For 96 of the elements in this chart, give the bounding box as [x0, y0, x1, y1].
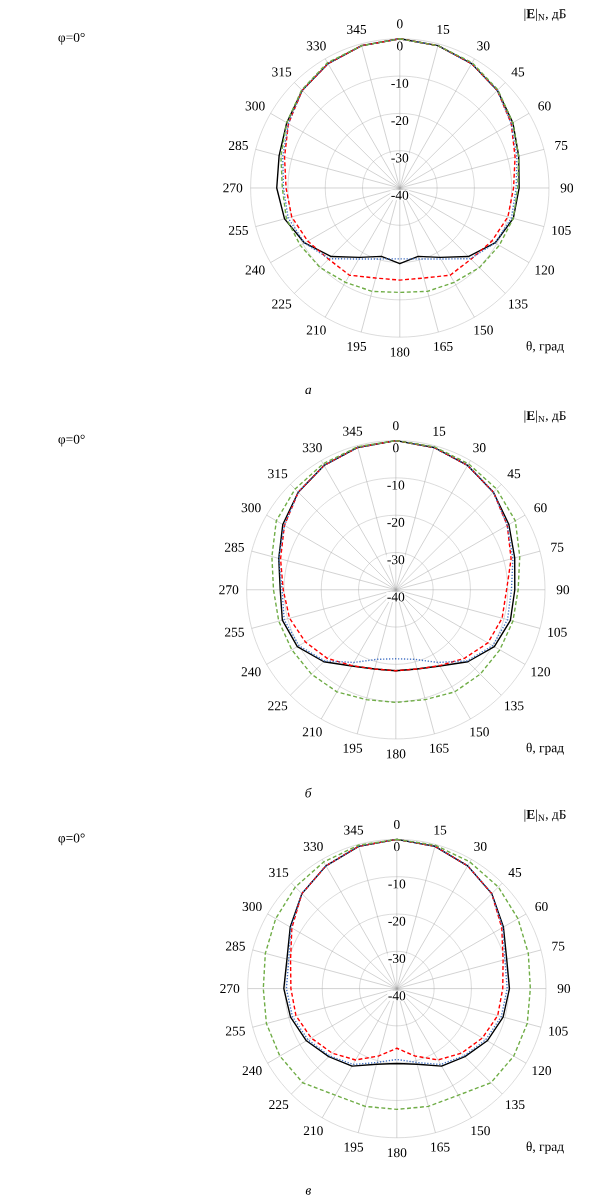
y-tick-label: -20: [388, 916, 406, 926]
spoke-label: 285: [225, 542, 245, 552]
text: φ=0°: [58, 833, 85, 846]
spoke-label: 195: [344, 1142, 364, 1152]
y-tick-label: 0: [393, 443, 399, 453]
y-tick-label: -40: [388, 991, 406, 1001]
spoke-label: 180: [387, 749, 406, 759]
spoke-label: 150: [471, 1126, 491, 1136]
y-tick-label: -40: [387, 592, 405, 602]
spoke-label: 330: [302, 443, 322, 453]
spoke-label: 195: [347, 341, 367, 351]
text: θ, град: [526, 340, 564, 354]
spoke-label: 180: [391, 347, 410, 357]
spoke-label: 210: [302, 727, 322, 737]
spoke-label: 45: [508, 868, 522, 878]
spoke-label: 165: [431, 1142, 450, 1152]
spoke-label: 240: [241, 667, 261, 677]
spoke-label: 105: [552, 225, 571, 235]
spoke-label: 255: [229, 225, 249, 235]
text: |E|$_{N}$, дБ: [524, 8, 566, 22]
text: в: [305, 1188, 312, 1195]
spoke-label: 315: [269, 868, 289, 878]
y-tick-label: 0: [394, 842, 400, 852]
spoke-label: 45: [507, 469, 521, 479]
spoke-label: 30: [473, 443, 486, 453]
spoke-label: 120: [532, 1066, 552, 1076]
spoke-label: 300: [245, 101, 265, 111]
spoke-label: 90: [560, 183, 574, 193]
spoke-label: 285: [226, 941, 246, 951]
spoke-label: 30: [474, 841, 487, 851]
spoke-label: 315: [268, 469, 288, 479]
y-tick-label: -20: [391, 116, 409, 126]
y-tick-label: -10: [388, 879, 406, 889]
spoke-label: 225: [268, 701, 288, 711]
spoke-label: 240: [245, 265, 265, 275]
spoke-label: 345: [343, 426, 363, 436]
spoke-label: 330: [306, 41, 326, 51]
spoke-label: 255: [225, 627, 245, 637]
spoke-label: 300: [241, 503, 261, 513]
spoke-label: 150: [470, 727, 490, 737]
spoke-label: 300: [242, 902, 262, 912]
spoke-label: 240: [242, 1066, 262, 1076]
spoke-label: 120: [535, 265, 555, 275]
text: φ=0°: [58, 32, 85, 45]
y-tick-label: -30: [391, 153, 409, 163]
spoke-label: 60: [534, 503, 547, 513]
spoke-label: 285: [229, 140, 249, 151]
spoke-label: 105: [548, 627, 567, 637]
spoke-label: 165: [430, 743, 449, 753]
spoke-label: 75: [551, 542, 564, 552]
text: а: [305, 387, 312, 395]
spoke-label: 120: [531, 667, 551, 677]
spoke-label: 345: [347, 24, 367, 34]
spoke-label: 15: [434, 825, 447, 835]
text: φ=0°: [58, 434, 85, 447]
text: θ, град: [526, 1141, 564, 1154]
spoke-label: 180: [388, 1148, 407, 1158]
spoke-label: 135: [506, 1100, 525, 1110]
spoke-label: 90: [557, 984, 571, 994]
text: |E|$_{N}$, дБ: [524, 410, 566, 423]
spoke-label: 15: [437, 24, 450, 34]
spoke-label: 75: [555, 141, 568, 150]
y-tick-label: -30: [387, 555, 405, 565]
spoke-label: 345: [344, 825, 364, 835]
spoke-label: 105: [549, 1026, 568, 1036]
spoke-label: 270: [220, 984, 240, 994]
spoke-label: 225: [272, 299, 292, 309]
spoke-label: 210: [306, 325, 326, 335]
y-tick-label: -10: [391, 78, 409, 88]
spoke-label: 270: [219, 585, 239, 595]
y-tick-label: -30: [388, 953, 406, 964]
spoke-label: 30: [477, 41, 490, 51]
spoke-label: 135: [509, 299, 528, 309]
spoke-label: 135: [505, 701, 524, 711]
spoke-label: 195: [343, 743, 363, 753]
text: |E|$_{N}$, дБ: [524, 809, 566, 822]
spoke-label: 210: [303, 1126, 323, 1136]
y-tick-label: -20: [387, 517, 405, 527]
text: θ, град: [526, 742, 564, 756]
text: б: [305, 787, 312, 798]
spoke-label: 315: [272, 67, 292, 77]
y-tick-label: -40: [391, 190, 409, 200]
spoke-label: 90: [556, 585, 570, 595]
spoke-label: 330: [303, 841, 323, 851]
spoke-label: 270: [223, 183, 243, 193]
spoke-label: 255: [226, 1026, 246, 1036]
spoke-label: 60: [538, 101, 551, 111]
spoke-label: 75: [552, 941, 565, 951]
spoke-label: 15: [433, 426, 446, 436]
spoke-label: 165: [434, 341, 453, 351]
spoke-label: 45: [511, 67, 525, 77]
spoke-label: 60: [535, 902, 548, 912]
spoke-label: 150: [474, 325, 494, 335]
y-tick-label: 0: [397, 41, 403, 51]
spoke-label: 225: [269, 1100, 289, 1110]
y-tick-label: -10: [387, 480, 405, 490]
